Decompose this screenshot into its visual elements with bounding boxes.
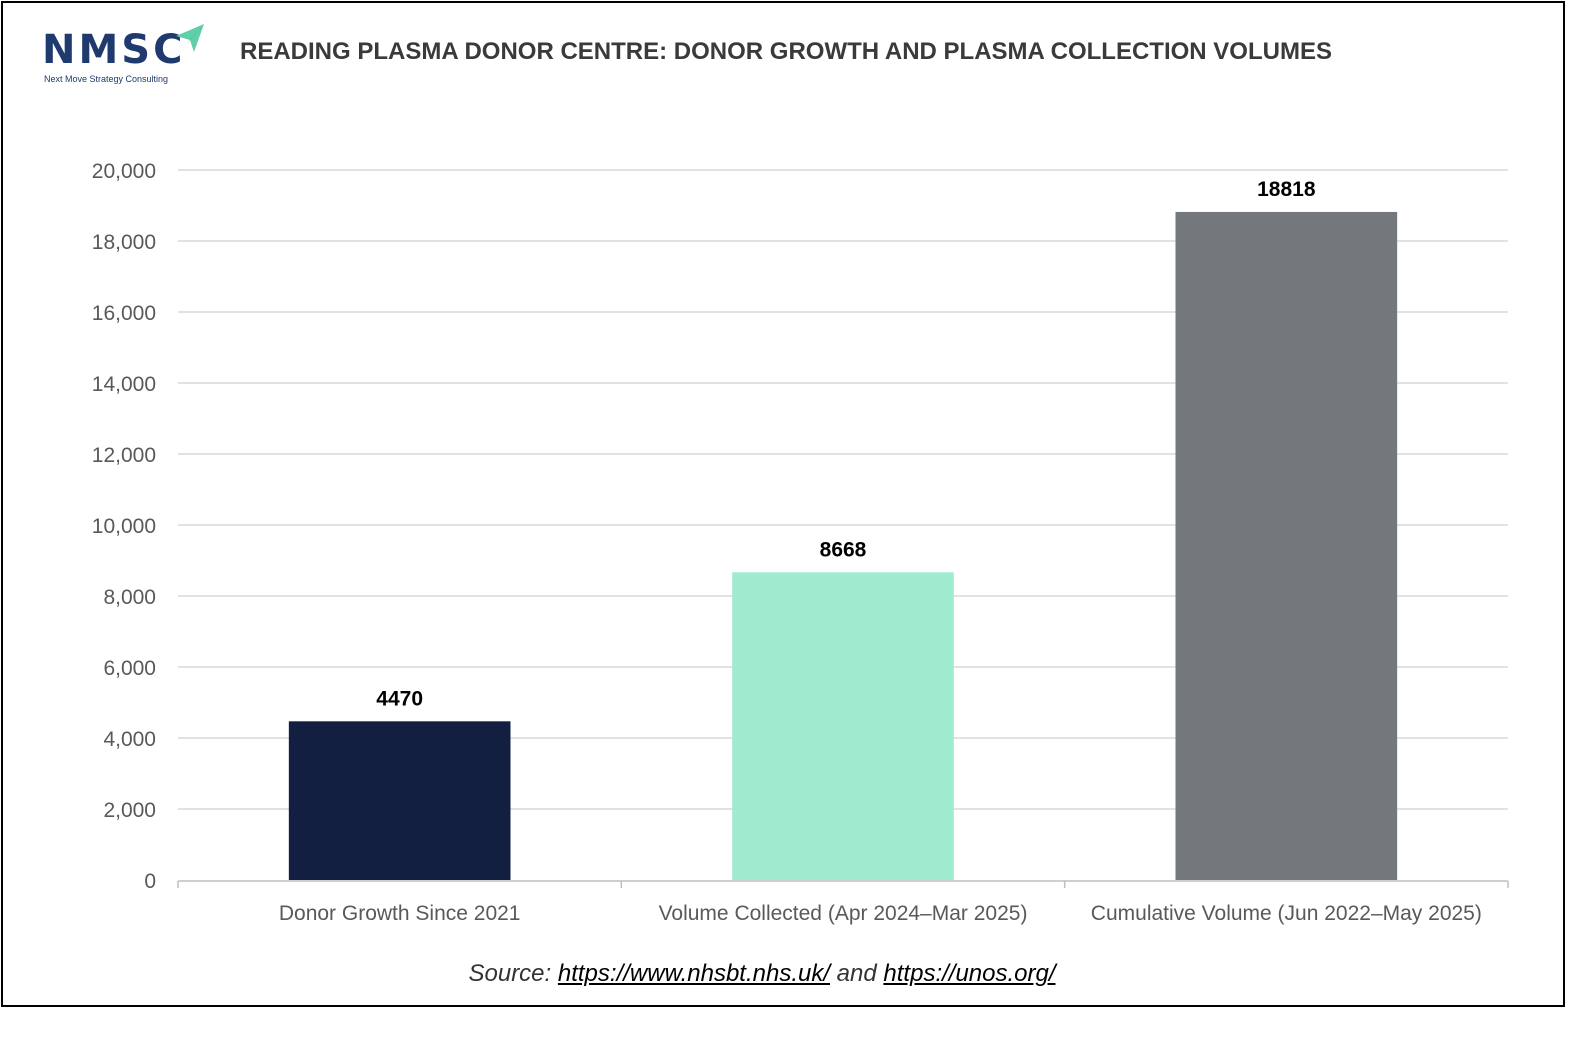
x-tick-label: Volume Collected (Apr 2024–Mar 2025) [659, 902, 1028, 925]
paper-plane-icon [176, 24, 204, 52]
y-tick-label: 18,000 [92, 231, 156, 254]
data-label: 8668 [820, 538, 867, 561]
y-tick-label: 14,000 [92, 373, 156, 396]
y-tick-label: 6,000 [103, 657, 156, 680]
x-tick-label: Donor Growth Since 2021 [279, 902, 521, 925]
y-tick-label: 12,000 [92, 444, 156, 467]
data-label: 18818 [1257, 178, 1316, 201]
nmsc-logo: NMSC Next Move Strategy Consulting [42, 22, 212, 88]
bar [1175, 211, 1398, 880]
logo-wordmark: NMSC [42, 27, 186, 73]
x-axis: Donor Growth Since 2021 Volume Collected … [177, 880, 1509, 925]
y-tick-label: 4,000 [103, 728, 156, 751]
source-prefix: Source: [468, 960, 558, 987]
y-tick-label: 16,000 [92, 302, 156, 325]
source-link-nhsbt[interactable]: https://www.nhsbt.nhs.uk/ [557, 960, 831, 987]
y-tick-label: 20,000 [92, 160, 156, 183]
logo-subtitle: Next Move Strategy Consulting [44, 74, 169, 84]
source-link-unos[interactable]: https://unos.org/ [883, 960, 1056, 987]
y-tick-label: 8,000 [103, 586, 156, 609]
chart-title: READING PLASMA DONOR CENTRE: DONOR GROWT… [240, 38, 1332, 65]
source-note: Source: https://www.nhsbt.nhs.uk/ and ht… [0, 960, 1524, 988]
x-tick-label: Cumulative Volume (Jun 2022–May 2025) [1091, 902, 1482, 925]
y-tick-label: 2,000 [103, 799, 156, 822]
y-tick-label: 0 [144, 870, 156, 893]
bar [288, 721, 511, 880]
data-labels: 4470 8668 18818 [376, 178, 1316, 710]
bar [732, 572, 954, 880]
bars [288, 211, 1398, 880]
data-label: 4470 [376, 687, 423, 710]
y-tick-label: 10,000 [92, 515, 156, 538]
source-joiner: and [830, 960, 884, 987]
y-axis-ticks: 0 2,000 4,000 6,000 8,000 10,000 12,000 14,000 1… [92, 160, 156, 893]
